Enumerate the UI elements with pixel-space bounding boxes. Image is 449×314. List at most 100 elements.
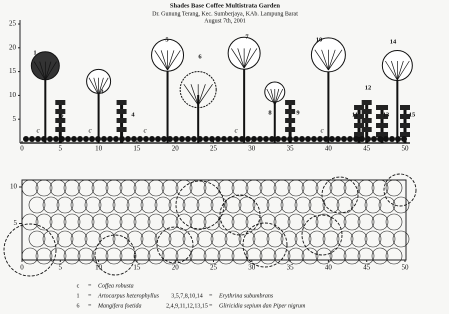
branch — [160, 50, 168, 71]
shrub-leaves — [361, 109, 372, 114]
branch — [167, 50, 181, 71]
coffee-crown — [371, 247, 389, 265]
coffee-crown — [357, 179, 375, 197]
coffee-crown — [91, 247, 109, 265]
coffee-bush — [227, 136, 233, 142]
branch — [167, 50, 175, 71]
coffee-crown — [357, 213, 375, 231]
coffee-crown — [21, 213, 39, 231]
coffee-crown — [336, 230, 354, 248]
tree-label: 10 — [316, 36, 323, 43]
coffee-bush — [353, 136, 359, 142]
legend-equals: = — [88, 303, 92, 309]
coffee-bush — [221, 136, 227, 142]
coffee-bush — [323, 136, 329, 142]
branch — [183, 84, 199, 106]
coffee-bush — [401, 136, 407, 142]
coffee-bush — [389, 136, 395, 142]
shrub-leaves — [116, 127, 127, 132]
coffee-crown — [182, 230, 200, 248]
legend-name: Coffea robusta — [98, 282, 134, 289]
coffee-bush — [119, 136, 125, 142]
x-tick-label: 25 — [210, 145, 218, 153]
coffee-bush — [263, 136, 269, 142]
tree-label: 7 — [245, 33, 249, 40]
coffee-crown — [203, 179, 221, 197]
coffee-bush — [287, 136, 293, 142]
branch — [243, 48, 258, 69]
x-tick-label: 50 — [402, 145, 410, 153]
coffee-crown — [91, 179, 109, 197]
coffee-bush — [173, 136, 179, 142]
coffee-bush — [251, 136, 257, 142]
x-tick-label: 35 — [287, 145, 295, 153]
coffee-bush — [191, 136, 197, 142]
coffee-crown — [189, 213, 207, 231]
shrub-leaves — [376, 105, 389, 110]
coffee-bush — [233, 136, 239, 142]
coffee-crown — [217, 179, 235, 197]
branch — [88, 77, 99, 96]
branch — [314, 49, 329, 71]
coffee-bush — [383, 136, 389, 142]
plan-x-tick-label: 40 — [325, 264, 333, 272]
branch — [397, 60, 404, 81]
shrub-leaves — [116, 118, 127, 123]
coffee-bush — [395, 136, 401, 142]
branch — [328, 49, 343, 71]
coffee-crown — [217, 213, 235, 231]
coffee-crown — [287, 179, 305, 197]
coffee-crown — [203, 213, 221, 231]
shrub-leaves — [376, 114, 389, 119]
coffee-crown — [161, 213, 179, 231]
coffee-crown — [301, 179, 319, 197]
shrub-leaves — [55, 118, 66, 123]
coffee-crown — [238, 196, 256, 214]
coffee-crown — [70, 196, 88, 214]
branch — [190, 84, 199, 106]
coffee-crown — [343, 247, 361, 265]
coffee-crown — [252, 196, 270, 214]
coffee-bush — [101, 136, 107, 142]
coffee-marker: c — [234, 127, 238, 135]
shrub-leaves — [400, 132, 410, 137]
coffee-crown — [196, 230, 214, 248]
x-tick-label: 15 — [133, 145, 141, 153]
coffee-crown — [77, 213, 95, 231]
tree-label: 11 — [352, 111, 358, 118]
x-tick-label: 45 — [363, 145, 371, 153]
coffee-crown — [287, 213, 305, 231]
coffee-crown — [105, 179, 123, 197]
coffee-crown — [315, 247, 333, 265]
coffee-crown — [371, 179, 389, 197]
coffee-crown — [42, 230, 60, 248]
coffee-crown — [329, 213, 347, 231]
coffee-bush — [329, 136, 335, 142]
coffee-crown — [133, 179, 151, 197]
legend-symbol: 2,4,9,11,12,13,15 — [166, 303, 208, 309]
coffee-crown — [98, 196, 116, 214]
coffee-bush — [179, 136, 185, 142]
branch — [328, 49, 336, 71]
coffee-crown — [133, 213, 151, 231]
coffee-crown — [252, 230, 270, 248]
coffee-bush — [77, 136, 83, 142]
coffee-crown — [245, 213, 263, 231]
shrub-leaves — [400, 114, 410, 119]
coffee-crown — [91, 213, 109, 231]
coffee-crown — [210, 230, 228, 248]
coffee-crown — [301, 247, 319, 265]
coffee-crown — [84, 230, 102, 248]
coffee-crown — [217, 247, 235, 265]
coffee-crown — [56, 196, 74, 214]
legend-equals: = — [88, 293, 92, 299]
y-tick-label: 15 — [9, 67, 17, 75]
coffee-crown — [343, 213, 361, 231]
shade-crown — [3, 223, 57, 277]
coffee-crown — [147, 247, 165, 265]
shrub-leaves — [55, 109, 66, 114]
coffee-crown — [196, 196, 214, 214]
coffee-crown — [259, 213, 277, 231]
coffee-crown — [259, 179, 277, 197]
